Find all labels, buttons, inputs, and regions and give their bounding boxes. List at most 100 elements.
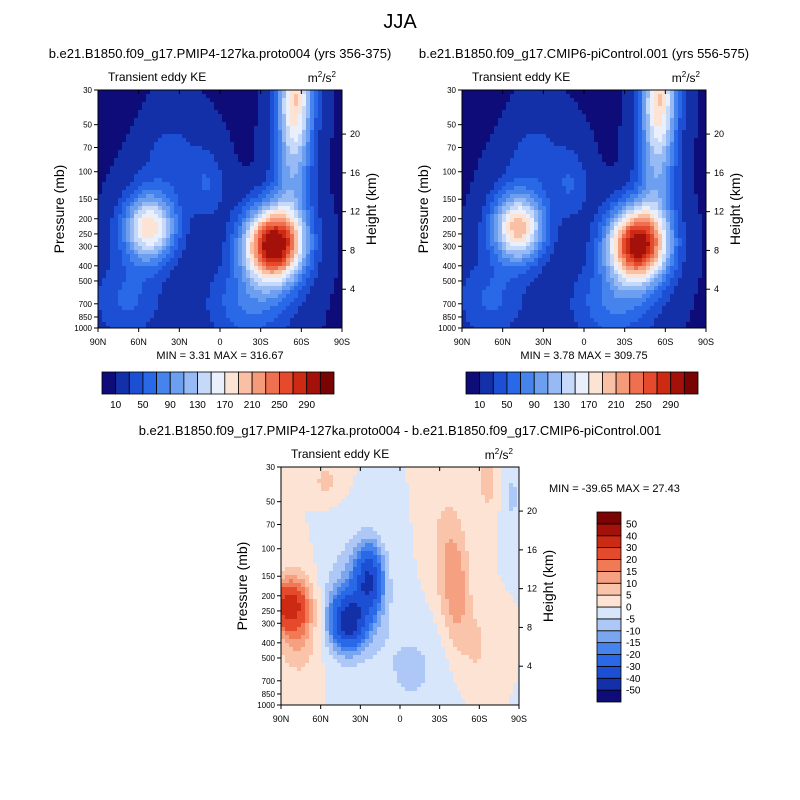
contour-cell	[102, 294, 107, 299]
contour-cell	[126, 102, 131, 107]
contour-cell	[110, 114, 115, 119]
contour-cell	[134, 186, 139, 191]
contour-cell	[98, 210, 103, 215]
contour-cell	[142, 230, 147, 235]
contour-cell	[114, 286, 119, 291]
contour-cell	[202, 122, 207, 127]
contour-cell	[510, 246, 515, 251]
contour-cell	[106, 246, 111, 251]
contour-cell	[182, 294, 187, 299]
contour-cell	[286, 274, 291, 279]
contour-cell	[198, 150, 203, 155]
contour-cell	[198, 326, 203, 329]
contour-cell	[170, 154, 175, 159]
contour-cell	[534, 258, 539, 263]
contour-cell	[286, 230, 291, 235]
contour-cell	[486, 314, 491, 319]
contour-cell	[482, 214, 487, 219]
contour-cell	[278, 142, 283, 147]
contour-cell	[298, 286, 303, 291]
contour-cell	[278, 166, 283, 171]
contour-cell	[126, 238, 131, 243]
contour-cell	[306, 258, 311, 263]
contour-cell	[190, 170, 195, 175]
contour-cell	[510, 290, 515, 295]
contour-cell	[142, 242, 147, 247]
contour-cell	[138, 214, 143, 219]
contour-cell	[278, 226, 283, 231]
contour-cell	[134, 214, 139, 219]
contour-cell	[162, 286, 167, 291]
contour-cell	[482, 282, 487, 287]
contour-cell	[478, 290, 483, 295]
contour-cell	[138, 242, 143, 247]
contour-cell	[246, 158, 251, 163]
contour-cell	[138, 98, 143, 103]
contour-cell	[102, 98, 107, 103]
contour-cell	[470, 290, 475, 295]
contour-cell	[222, 326, 227, 329]
contour-cell	[514, 314, 519, 319]
contour-cell	[250, 102, 255, 107]
contour-cell	[226, 146, 231, 151]
contour-cell	[338, 186, 343, 191]
contour-cell	[166, 118, 171, 123]
contour-cell	[314, 250, 319, 255]
contour-cell	[202, 150, 207, 155]
contour-cell	[162, 254, 167, 259]
contour-cell	[514, 158, 519, 163]
contour-cell	[190, 230, 195, 235]
contour-cell	[294, 250, 299, 255]
contour-cell	[150, 178, 155, 183]
contour-cell	[150, 94, 155, 99]
contour-cell	[126, 106, 131, 111]
contour-cell	[150, 130, 155, 135]
contour-cell	[226, 174, 231, 179]
contour-cell	[490, 222, 495, 227]
contour-cell	[474, 122, 479, 127]
contour-cell	[178, 162, 183, 167]
contour-cell	[306, 298, 311, 303]
contour-cell	[114, 314, 119, 319]
contour-cell	[274, 98, 279, 103]
contour-cell	[318, 98, 323, 103]
contour-cell	[250, 286, 255, 291]
contour-cell	[238, 98, 243, 103]
contour-cell	[262, 270, 267, 275]
contour-cell	[494, 226, 499, 231]
contour-cell	[238, 158, 243, 163]
contour-cell	[498, 254, 503, 259]
contour-cell	[258, 126, 263, 131]
contour-cell	[302, 110, 307, 115]
contour-cell	[154, 222, 159, 227]
contour-cell	[242, 266, 247, 271]
contour-cell	[522, 194, 527, 199]
contour-cell	[542, 182, 547, 187]
contour-cell	[194, 198, 199, 203]
contour-cell	[482, 306, 487, 311]
contour-cell	[330, 162, 335, 167]
contour-cell	[322, 222, 327, 227]
contour-cell	[170, 214, 175, 219]
contour-cell	[338, 174, 343, 179]
contour-cell	[482, 186, 487, 191]
contour-cell	[242, 282, 247, 287]
contour-cell	[278, 146, 283, 151]
contour-cell	[530, 106, 535, 111]
contour-cell	[226, 246, 231, 251]
contour-cell	[466, 102, 471, 107]
contour-cell	[490, 150, 495, 155]
contour-cell	[290, 322, 295, 327]
contour-cell	[474, 126, 479, 131]
contour-cell	[466, 270, 471, 275]
contour-cell	[310, 110, 315, 115]
contour-cell	[290, 186, 295, 191]
contour-cell	[258, 234, 263, 239]
contour-cell	[230, 170, 235, 175]
contour-cell	[474, 222, 479, 227]
contour-cell	[202, 186, 207, 191]
contour-cell	[242, 146, 247, 151]
contour-cell	[278, 122, 283, 127]
contour-cell	[526, 266, 531, 271]
contour-cell	[262, 134, 267, 139]
